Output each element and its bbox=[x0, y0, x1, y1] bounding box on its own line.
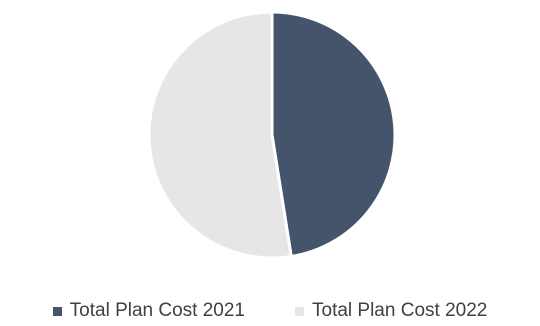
pie-chart bbox=[147, 10, 397, 260]
legend: Total Plan Cost 2021 Total Plan Cost 202… bbox=[0, 298, 540, 324]
legend-swatch-2022 bbox=[295, 306, 304, 316]
legend-item-2021: Total Plan Cost 2021 bbox=[52, 300, 245, 322]
legend-label-2022: Total Plan Cost 2022 bbox=[312, 300, 488, 321]
pie-slice-2022 bbox=[147, 10, 293, 260]
legend-label-2021: Total Plan Cost 2021 bbox=[69, 300, 245, 321]
pie-slice-2021 bbox=[270, 10, 397, 258]
legend-item-2022: Total Plan Cost 2022 bbox=[295, 300, 487, 322]
legend-swatch-2021 bbox=[52, 306, 62, 316]
